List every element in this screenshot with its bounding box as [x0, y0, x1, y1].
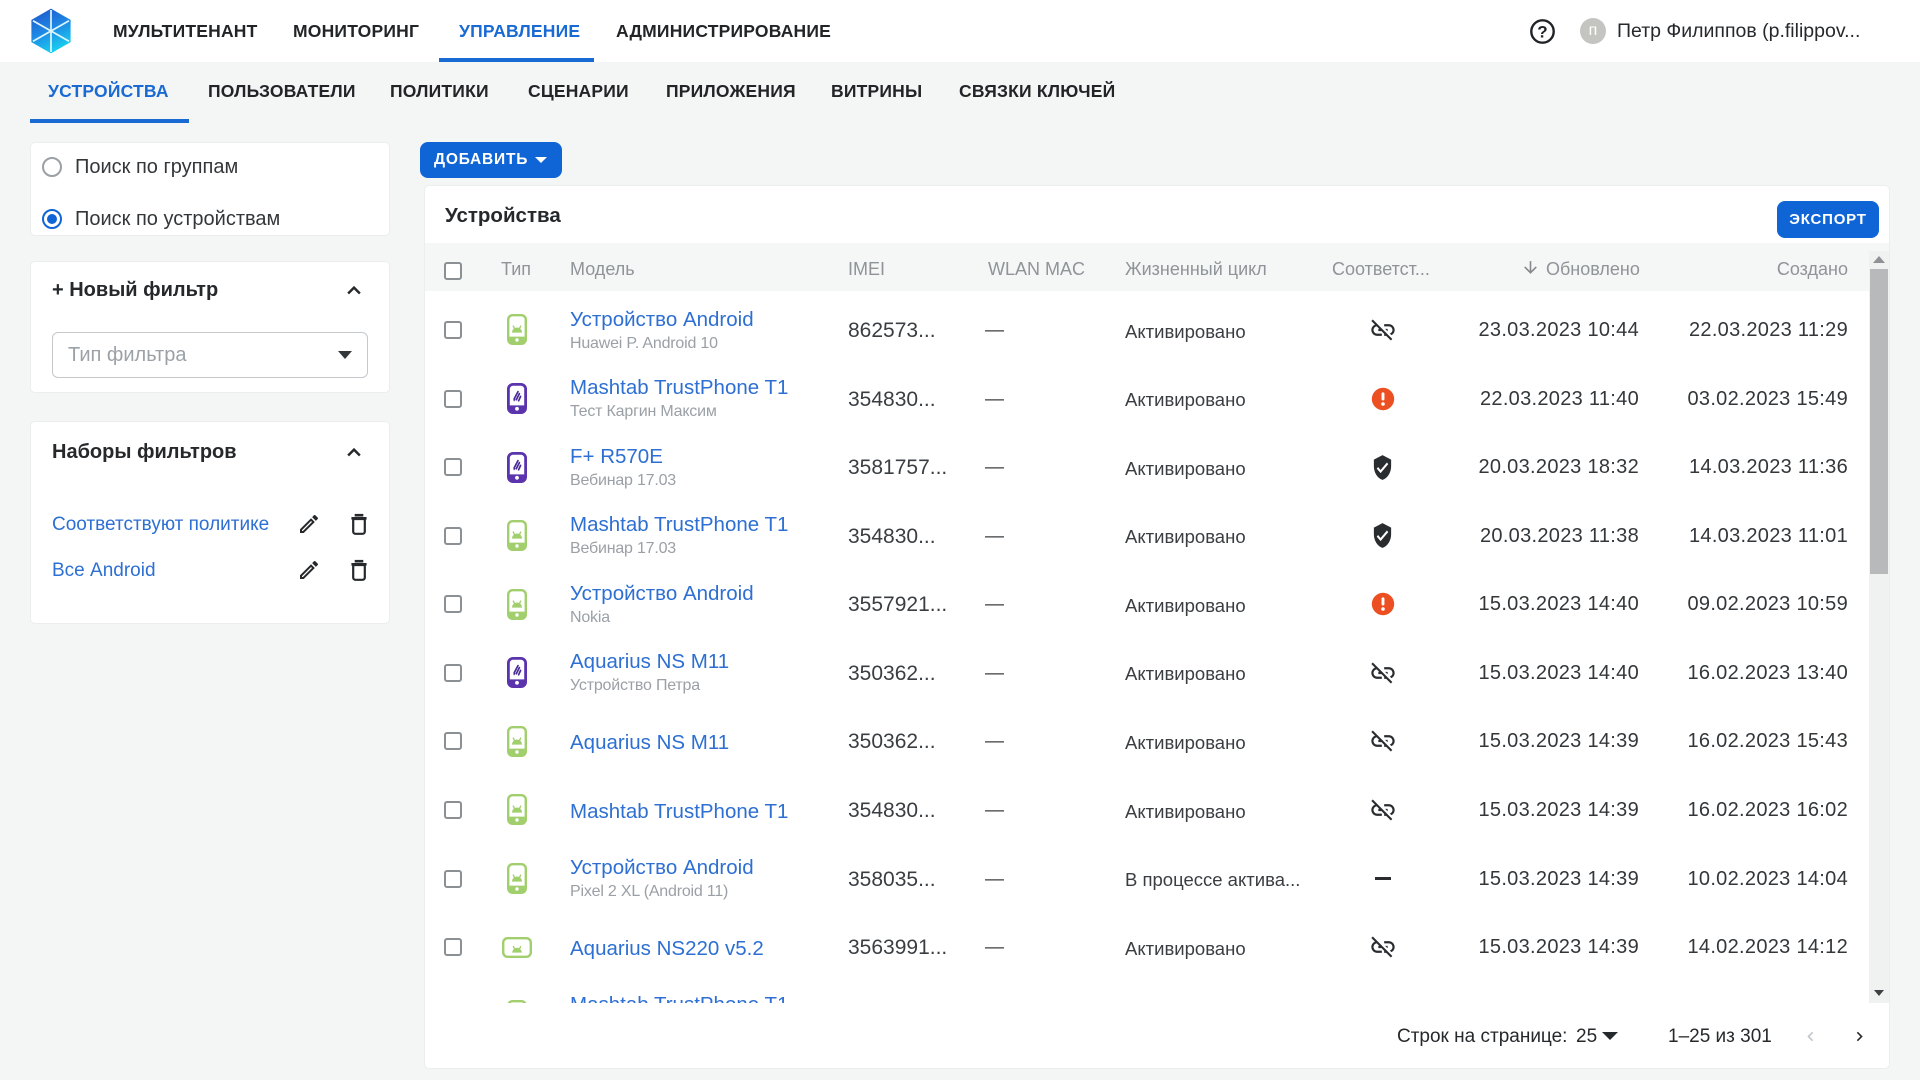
- svg-text:?: ?: [1537, 23, 1547, 42]
